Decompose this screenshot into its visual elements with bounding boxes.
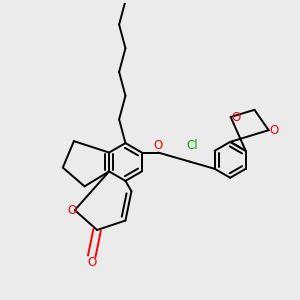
Text: O: O [232,110,241,124]
Text: Cl: Cl [186,140,197,152]
Text: O: O [68,204,77,217]
Text: O: O [154,139,163,152]
Text: O: O [87,256,96,269]
Text: O: O [269,124,279,137]
